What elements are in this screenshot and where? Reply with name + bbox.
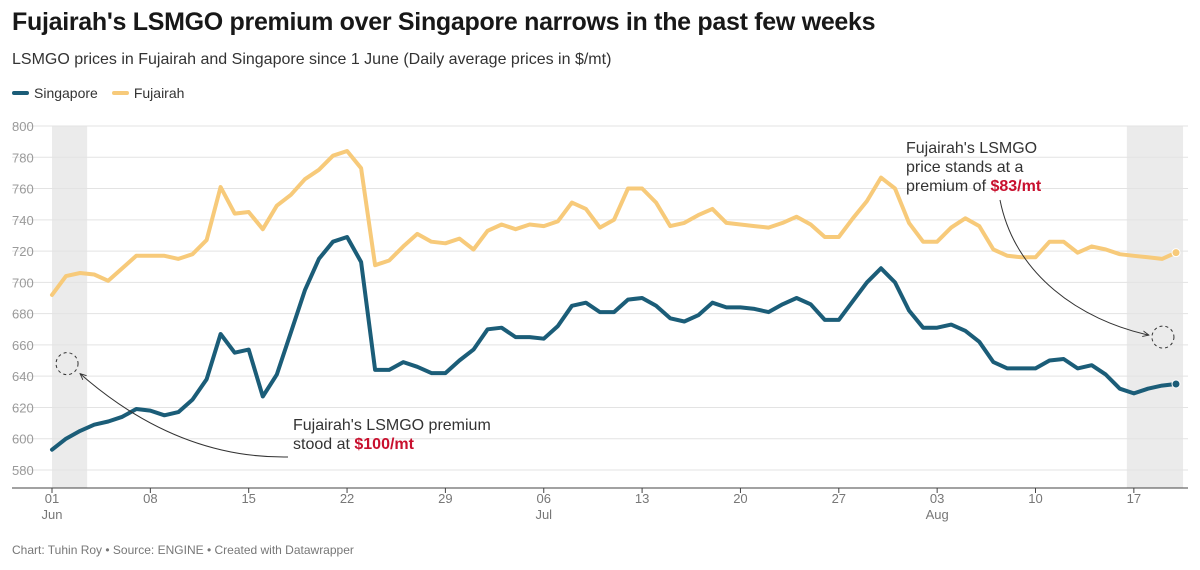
x-tick-month-label: Jul xyxy=(535,507,552,522)
chart-subtitle: LSMGO prices in Fujairah and Singapore s… xyxy=(12,51,612,68)
y-tick-label: 660 xyxy=(12,338,34,353)
annotation-june-line: stood at xyxy=(293,436,354,453)
x-tick-label: 01 xyxy=(45,491,59,506)
annotation-arrow-june xyxy=(80,374,289,458)
chart-legend: Singapore Fujairah xyxy=(12,85,198,101)
highlight-band-2 xyxy=(1126,126,1184,488)
chart-title: Fujairah's LSMGO premium over Singapore … xyxy=(12,8,876,36)
x-tick-label: 13 xyxy=(635,491,649,506)
y-tick-label: 600 xyxy=(12,432,34,447)
x-tick-label: 27 xyxy=(832,491,846,506)
legend-item-fujairah: Fujairah xyxy=(111,85,185,101)
highlight-band-1 xyxy=(52,126,88,488)
x-tick-label: 08 xyxy=(143,491,157,506)
y-tick-label: 760 xyxy=(12,182,34,197)
legend-label-singapore: Singapore xyxy=(34,85,98,101)
annotation-june-highlight: $100/mt xyxy=(354,436,414,453)
legend-swatch-fujairah xyxy=(111,91,129,95)
x-tick-label: 20 xyxy=(733,491,747,506)
legend-item-singapore: Singapore xyxy=(12,85,98,101)
y-tick-label: 620 xyxy=(12,400,34,415)
x-tick-month-label: Jun xyxy=(42,507,63,522)
y-axis: 800 780 760 740 720 700 680 660 640 620 600 580 xyxy=(12,119,34,478)
annotation-august-highlight: $83/mt xyxy=(990,178,1041,195)
series-line-singapore xyxy=(50,235,1178,452)
annotation-arrow-august xyxy=(999,199,1149,335)
y-tick-label: 800 xyxy=(12,119,34,134)
x-tick-label: 22 xyxy=(340,491,354,506)
annotation-june-line: Fujairah's LSMGO premium xyxy=(293,417,491,434)
series-line-fujairah xyxy=(50,149,1178,297)
annotations: Fujairah's LSMGO premium stood at $100/mt… xyxy=(55,140,1175,458)
series-endpoint-singapore xyxy=(1171,379,1181,389)
annotation-august: Fujairah's LSMGO price stands at a premium… xyxy=(906,140,1042,195)
series-lines xyxy=(50,149,1181,452)
y-tick-label: 680 xyxy=(12,307,34,322)
annotation-marker-june xyxy=(55,352,79,376)
annotation-august-line: premium of xyxy=(906,178,990,195)
y-tick-label: 580 xyxy=(12,463,34,478)
annotation-august-line: price stands at a xyxy=(906,159,1024,176)
x-tick-month-label: Aug xyxy=(926,507,949,522)
y-tick-label: 780 xyxy=(12,150,34,165)
series-endpoint-fujairah xyxy=(1171,248,1181,258)
x-tick-label: 15 xyxy=(241,491,255,506)
x-tick-label: 03 xyxy=(930,491,944,506)
y-tick-label: 640 xyxy=(12,369,34,384)
x-tick-label: 06 xyxy=(537,491,551,506)
x-tick-label: 10 xyxy=(1028,491,1042,506)
y-tick-label: 720 xyxy=(12,244,34,259)
annotation-marker-august xyxy=(1151,325,1175,349)
annotation-august-line: Fujairah's LSMGO xyxy=(906,140,1037,157)
legend-swatch-singapore xyxy=(12,91,29,95)
y-tick-label: 700 xyxy=(12,275,34,290)
x-tick-label: 29 xyxy=(438,491,452,506)
legend-label-fujairah: Fujairah xyxy=(133,85,185,101)
highlight-bands xyxy=(52,126,1184,488)
x-tick-label: 17 xyxy=(1127,491,1141,506)
annotation-june: Fujairah's LSMGO premium stood at $100/mt xyxy=(293,417,491,453)
y-tick-label: 740 xyxy=(12,213,34,228)
chart-footer: Chart: Tuhin Roy • Source: ENGINE • Crea… xyxy=(12,543,354,557)
